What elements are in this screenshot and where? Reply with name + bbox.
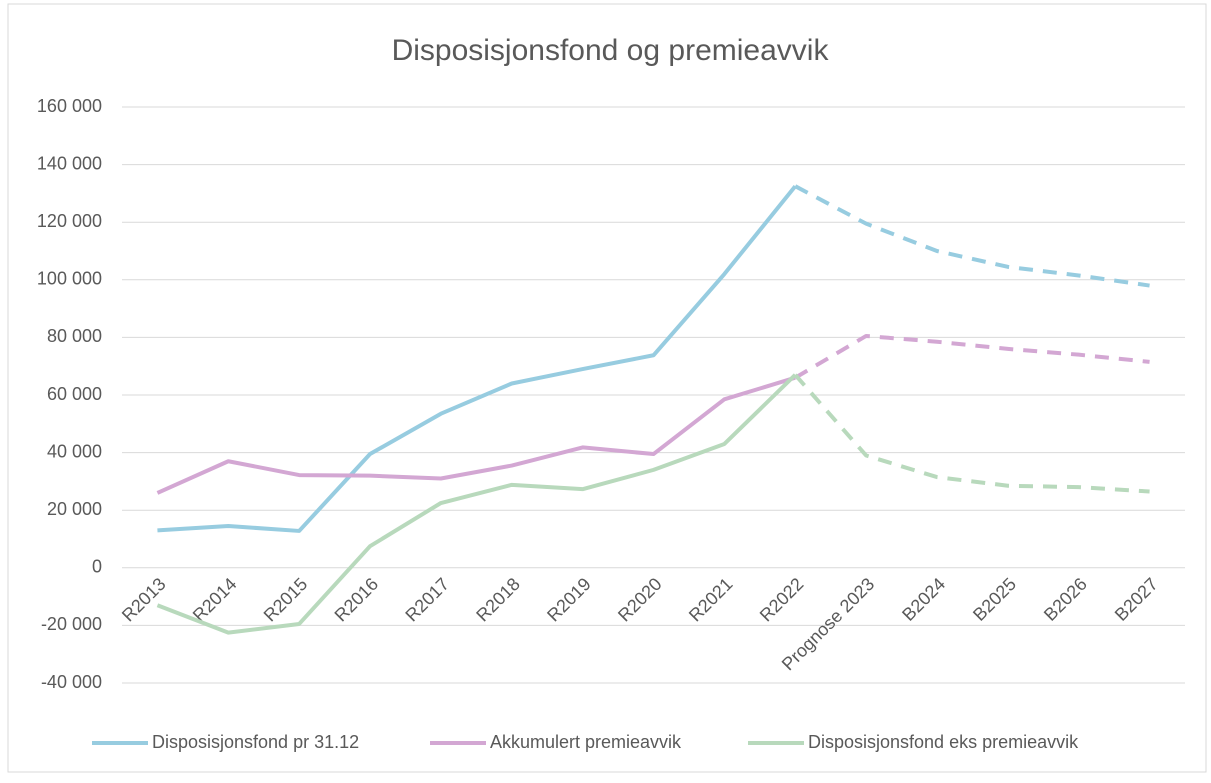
y-tick-label: 140 000 (37, 153, 102, 173)
y-tick-label: -40 000 (41, 672, 102, 692)
y-tick-label: 100 000 (37, 269, 102, 289)
series-line (156, 373, 797, 635)
y-tick-label: 80 000 (47, 326, 102, 346)
y-tick-label: -20 000 (41, 614, 102, 634)
series-line (157, 184, 797, 533)
series-line (794, 184, 1150, 288)
y-tick-label: 60 000 (47, 384, 102, 404)
series-line (156, 375, 796, 495)
chart-title: Disposisjonsfond og premieavvik (392, 34, 830, 67)
series-line (793, 373, 1150, 494)
y-tick-label: 40 000 (47, 441, 102, 461)
y-tick-label: 160 000 (37, 96, 102, 116)
chart-border (7, 3, 1207, 773)
legend-label: Disposisjonsfond pr 31.12 (152, 732, 359, 752)
y-tick-label: 20 000 (47, 499, 102, 519)
y-tick-label: 0 (92, 557, 102, 577)
y-tick-label: 120 000 (37, 211, 102, 231)
legend-label: Akkumulert premieavvik (490, 732, 682, 752)
legend-label: Disposisjonsfond eks premieavvik (808, 732, 1079, 752)
